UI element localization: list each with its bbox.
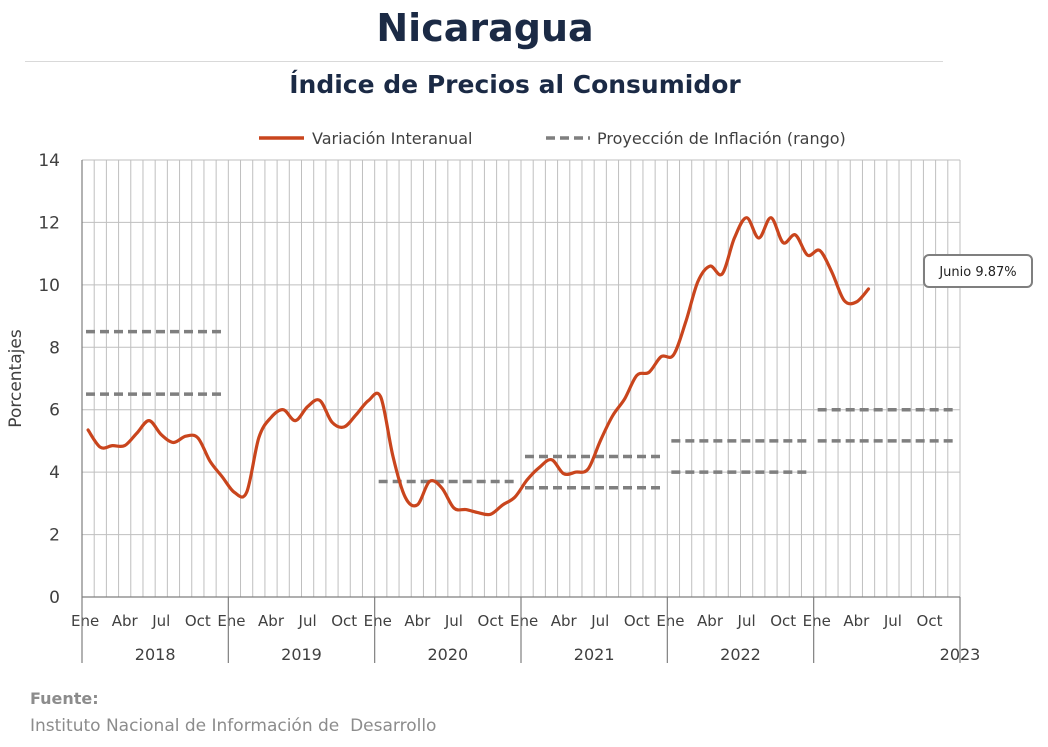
year-label: 2019 bbox=[281, 645, 322, 664]
x-tick-label: Ene bbox=[803, 612, 831, 630]
x-tick-label: Oct bbox=[478, 612, 504, 630]
legend-label-variacion-interanual: Variación Interanual bbox=[312, 129, 472, 148]
year-label: 2020 bbox=[427, 645, 468, 664]
y-tick-label: 4 bbox=[49, 463, 60, 483]
annotation-box bbox=[923, 254, 1033, 288]
y-tick-label: 6 bbox=[49, 401, 60, 421]
year-label: 2021 bbox=[574, 645, 615, 664]
year-label: 2018 bbox=[135, 645, 176, 664]
y-tick-label: 8 bbox=[49, 338, 60, 358]
year-label: 2022 bbox=[720, 645, 761, 664]
page-title: Nicaragua bbox=[376, 6, 594, 50]
x-tick-label: Abr bbox=[112, 612, 139, 630]
y-tick-label: 10 bbox=[38, 276, 60, 296]
x-tick-label: Ene bbox=[656, 612, 684, 630]
source-text: Instituto Nacional de Información de Des… bbox=[30, 716, 437, 736]
x-tick-label: Ene bbox=[217, 612, 245, 630]
x-tick-label: Ene bbox=[510, 612, 538, 630]
annotation-label: Junio 9.87% bbox=[938, 265, 1016, 280]
title-divider bbox=[25, 61, 943, 62]
x-tick-label: Jul bbox=[298, 612, 317, 630]
series-line-variacion-interanual bbox=[86, 216, 871, 517]
y-tick-label: 14 bbox=[38, 151, 60, 171]
legend-label-proyeccion: Proyección de Inflación (rango) bbox=[597, 129, 846, 148]
x-tick-label: Abr bbox=[697, 612, 724, 630]
y-tick-label: 2 bbox=[49, 526, 60, 546]
x-tick-label: Jul bbox=[737, 612, 756, 630]
x-tick-label: Oct bbox=[917, 612, 943, 630]
x-tick-label: Abr bbox=[843, 612, 870, 630]
chart-subtitle: Índice de Precios al Consumidor bbox=[289, 70, 741, 99]
x-tick-label: Ene bbox=[71, 612, 99, 630]
x-tick-label: Abr bbox=[258, 612, 285, 630]
x-tick-label: Jul bbox=[590, 612, 609, 630]
y-axis-label: Porcentajes bbox=[6, 329, 26, 428]
x-tick-label: Abr bbox=[404, 612, 431, 630]
source-label: Fuente: bbox=[30, 689, 99, 708]
x-tick-label: Abr bbox=[551, 612, 578, 630]
x-tick-label: Oct bbox=[331, 612, 357, 630]
x-tick-label: Oct bbox=[770, 612, 796, 630]
x-tick-label: Oct bbox=[185, 612, 211, 630]
x-tick-label: Jul bbox=[444, 612, 463, 630]
x-tick-label: Jul bbox=[151, 612, 170, 630]
x-tick-label: Oct bbox=[624, 612, 650, 630]
year-label: 2023 bbox=[940, 645, 981, 664]
y-tick-label: 0 bbox=[49, 588, 60, 608]
y-tick-label: 12 bbox=[38, 213, 60, 233]
x-tick-label: Ene bbox=[364, 612, 392, 630]
x-tick-label: Jul bbox=[883, 612, 902, 630]
